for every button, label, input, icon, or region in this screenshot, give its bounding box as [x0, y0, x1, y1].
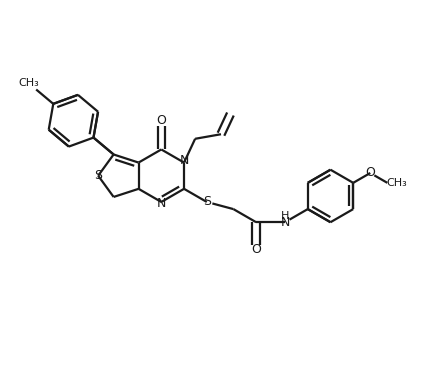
Text: O: O — [251, 243, 261, 256]
Text: S: S — [203, 195, 211, 209]
Text: CH₃: CH₃ — [386, 178, 407, 188]
Text: N: N — [280, 216, 290, 229]
Text: N: N — [157, 197, 166, 210]
Text: O: O — [156, 114, 166, 127]
Text: S: S — [94, 169, 102, 182]
Text: CH₃: CH₃ — [18, 78, 39, 88]
Text: N: N — [179, 154, 189, 167]
Text: H: H — [281, 211, 289, 221]
Text: O: O — [365, 167, 375, 179]
